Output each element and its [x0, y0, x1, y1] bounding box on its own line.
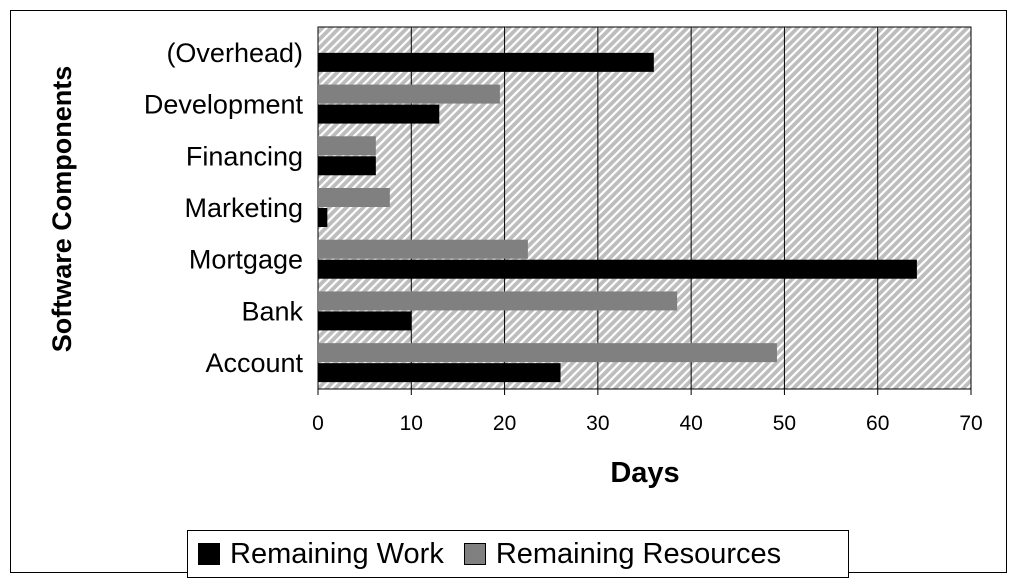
category-label: Financing [186, 141, 303, 171]
plot-area [317, 26, 972, 390]
legend-swatch-remaining-resources [463, 543, 486, 565]
bar-remaining-resources [318, 84, 500, 104]
y-axis-title: Software Components [47, 66, 77, 353]
x-axis-title: Days [610, 457, 679, 489]
x-tick-label: 60 [866, 412, 889, 435]
category-label: Marketing [184, 193, 303, 223]
bar-remaining-resources [318, 291, 678, 311]
x-tick-label: 70 [959, 412, 982, 435]
x-tick-label: 40 [679, 412, 702, 435]
legend-swatch-remaining-work [198, 543, 220, 565]
tick-labels: 0 10 20 30 40 50 60 70 [312, 412, 983, 435]
bar-remaining-work [318, 311, 412, 331]
bar-remaining-work [318, 52, 654, 72]
legend: Remaining Work Remaining Resources [187, 530, 849, 578]
category-label: Development [144, 90, 304, 120]
x-tick-label: 10 [400, 412, 423, 435]
chart-frame: (Overhead) Development Financing Marketing M… [10, 10, 1007, 578]
category-labels: (Overhead) Development Financing Marketing M… [144, 38, 304, 378]
bars [318, 52, 917, 383]
x-tick-label: 0 [312, 412, 324, 435]
bar-remaining-resources [318, 136, 376, 156]
legend-item-remaining-work: Remaining Work [198, 538, 444, 571]
category-label: (Overhead) [166, 38, 303, 68]
category-label: Bank [241, 296, 303, 326]
bar-chart: (Overhead) Development Financing Marketing M… [47, 26, 983, 489]
category-label: Mortgage [189, 245, 303, 275]
x-tick-label: 50 [773, 412, 796, 435]
bar-remaining-work [318, 259, 917, 279]
x-tick-label: 20 [493, 412, 516, 435]
legend-item-remaining-resources: Remaining Resources [463, 537, 782, 571]
bar-remaining-resources [318, 343, 777, 363]
bar-remaining-work [318, 156, 376, 176]
bar-remaining-work [318, 208, 328, 227]
category-label: Account [205, 348, 303, 378]
bar-remaining-resources [318, 239, 528, 259]
bar-remaining-resources [318, 188, 390, 207]
legend-label-remaining-resources: Remaining Resources [495, 537, 782, 570]
legend-label-remaining-work: Remaining Work [230, 537, 444, 570]
bar-remaining-work [318, 363, 561, 383]
bar-remaining-work [318, 104, 440, 124]
x-tick-label: 30 [586, 412, 609, 435]
